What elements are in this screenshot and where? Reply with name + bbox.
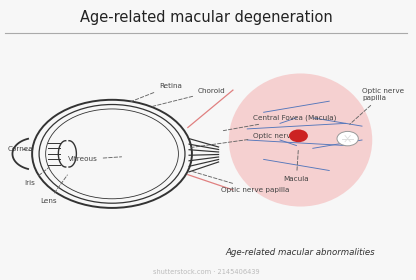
Ellipse shape: [229, 73, 372, 207]
Text: Retina: Retina: [131, 83, 182, 102]
Text: Optic nerve papilla: Optic nerve papilla: [192, 171, 289, 193]
Text: Choroid: Choroid: [151, 88, 226, 107]
Text: Macula: Macula: [284, 150, 309, 182]
Text: Optic nerve: Optic nerve: [192, 133, 295, 147]
Text: Age-related macular abnormalities: Age-related macular abnormalities: [226, 248, 375, 257]
Text: Lens: Lens: [40, 175, 67, 204]
Circle shape: [337, 131, 358, 146]
Text: shutterstock.com · 2145406439: shutterstock.com · 2145406439: [153, 269, 260, 275]
Text: Central Fovea (Macula): Central Fovea (Macula): [223, 115, 337, 131]
Circle shape: [289, 129, 308, 142]
Text: Cornea: Cornea: [7, 146, 33, 152]
Text: Vitreous: Vitreous: [68, 157, 121, 162]
Text: Optic nerve
papilla: Optic nerve papilla: [350, 88, 404, 124]
Text: Iris: Iris: [24, 167, 49, 186]
Text: Age-related macular degeneration: Age-related macular degeneration: [80, 10, 333, 25]
